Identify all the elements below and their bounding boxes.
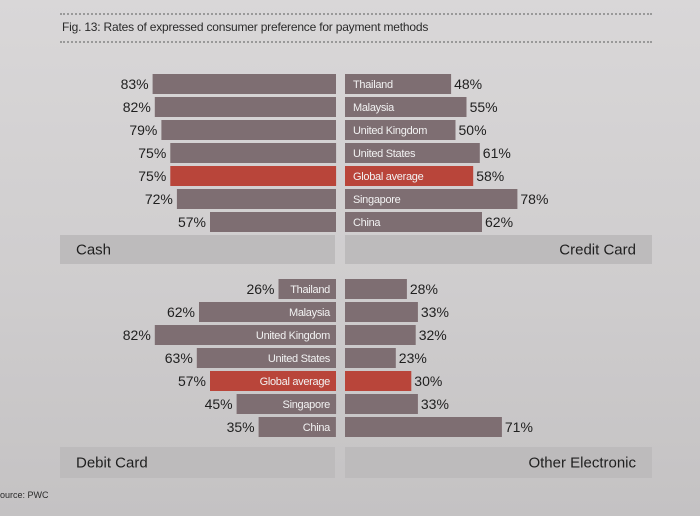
other-electronic-bar-singapore bbox=[345, 394, 418, 414]
credit-card-value-united-states: 61% bbox=[483, 145, 511, 161]
other-electronic-value-united-states: 23% bbox=[399, 350, 427, 366]
debit-card-value-united-states: 63% bbox=[165, 350, 193, 366]
credit-card-bar-global-average bbox=[345, 166, 474, 186]
credit-card-value-global-average: 58% bbox=[476, 168, 504, 184]
credit-card-category-malaysia: Malaysia bbox=[353, 102, 395, 114]
debit-card-category-malaysia: Malaysia bbox=[289, 307, 331, 319]
cash-value-global-average: 75% bbox=[138, 168, 166, 184]
cash-panel-box bbox=[60, 235, 335, 264]
debit-card-value-malaysia: 62% bbox=[167, 304, 195, 320]
cash-panel-label: Cash bbox=[76, 242, 111, 259]
other-electronic-bar-global-average bbox=[345, 371, 412, 391]
cash-bar-malaysia bbox=[154, 97, 336, 117]
figure-title: Fig. 13: Rates of expressed consumer pre… bbox=[62, 20, 429, 34]
credit-card-panel-box bbox=[345, 235, 652, 264]
other-electronic-panel-box bbox=[345, 447, 652, 478]
debit-card-value-thailand: 26% bbox=[246, 281, 274, 297]
cash-value-singapore: 72% bbox=[145, 191, 173, 207]
debit-card-bar-united-states bbox=[196, 348, 336, 368]
credit-card-value-china: 62% bbox=[485, 214, 513, 230]
debit-card-panel-label: Debit Card bbox=[76, 455, 148, 472]
debit-card-panel: Debit Card bbox=[60, 447, 335, 478]
cash-bar-china bbox=[210, 212, 336, 232]
debit-card-category-global-average: Global average bbox=[260, 376, 331, 388]
credit-card-category-singapore: Singapore bbox=[353, 194, 401, 206]
credit-card-category-united-kingdom: United Kingdom bbox=[353, 125, 427, 137]
debit-card-category-united-states: United States bbox=[268, 353, 331, 365]
debit-card-bar-united-kingdom bbox=[154, 325, 336, 345]
credit-card-category-united-states: United States bbox=[353, 148, 416, 160]
other-electronic-bar-china bbox=[345, 417, 502, 437]
cash-bar-united-kingdom bbox=[161, 120, 336, 140]
other-electronic-value-china: 71% bbox=[505, 419, 533, 435]
debit-card-category-singapore: Singapore bbox=[283, 399, 331, 411]
debit-card-category-china: China bbox=[303, 422, 331, 434]
other-electronic-value-united-kingdom: 32% bbox=[419, 327, 447, 343]
other-electronic-bar-united-states bbox=[345, 348, 396, 368]
cash-value-malaysia: 82% bbox=[123, 99, 151, 115]
debit-card-panel-box bbox=[60, 447, 335, 478]
other-electronic-panel: Other Electronic bbox=[345, 447, 652, 478]
credit-card-value-thailand: 48% bbox=[454, 76, 482, 92]
credit-card-bar-malaysia bbox=[345, 97, 467, 117]
cash-value-china: 57% bbox=[178, 214, 206, 230]
cash-value-united-kingdom: 79% bbox=[129, 122, 157, 138]
cash-bar-singapore bbox=[176, 189, 336, 209]
credit-card-bar-china bbox=[345, 212, 482, 232]
other-electronic-value-singapore: 33% bbox=[421, 396, 449, 412]
debit-card-value-united-kingdom: 82% bbox=[123, 327, 151, 343]
cash-panel: Cash bbox=[60, 235, 335, 264]
debit-card-bar-malaysia bbox=[199, 302, 336, 322]
debit-card-bar-global-average bbox=[210, 371, 336, 391]
credit-card-bar-singapore bbox=[345, 189, 518, 209]
other-electronic-bar-thailand bbox=[345, 279, 407, 299]
cash-bar-thailand bbox=[152, 74, 336, 94]
credit-card-category-global-average: Global average bbox=[353, 171, 424, 183]
debit-card-bar-china bbox=[258, 417, 336, 437]
credit-card-panel-label: Credit Card bbox=[559, 242, 636, 259]
other-electronic-bar-united-kingdom bbox=[345, 325, 416, 345]
credit-card-category-china: China bbox=[353, 217, 381, 229]
debit-card-value-singapore: 45% bbox=[205, 396, 233, 412]
credit-card-value-united-kingdom: 50% bbox=[459, 122, 487, 138]
debit-card-category-united-kingdom: United Kingdom bbox=[256, 330, 330, 342]
title-rule-top bbox=[60, 13, 652, 15]
credit-card-value-singapore: 78% bbox=[520, 191, 548, 207]
debit-card-value-china: 35% bbox=[227, 419, 255, 435]
cash-value-united-states: 75% bbox=[138, 145, 166, 161]
cash-bar-united-states bbox=[170, 143, 337, 163]
other-electronic-value-global-average: 30% bbox=[414, 373, 442, 389]
credit-card-category-thailand: Thailand bbox=[353, 79, 393, 91]
title-rule-bottom bbox=[60, 41, 652, 43]
credit-card-bar-thailand bbox=[345, 74, 452, 94]
debit-card-bar-thailand bbox=[278, 279, 336, 299]
credit-card-value-malaysia: 55% bbox=[470, 99, 498, 115]
credit-card-bar-united-states bbox=[345, 143, 480, 163]
credit-card-bar-united-kingdom bbox=[345, 120, 456, 140]
other-electronic-value-thailand: 28% bbox=[410, 281, 438, 297]
debit-card-value-global-average: 57% bbox=[178, 373, 206, 389]
other-electronic-value-malaysia: 33% bbox=[421, 304, 449, 320]
other-electronic-bar-malaysia bbox=[345, 302, 418, 322]
credit-card-panel: Credit Card bbox=[345, 235, 652, 264]
cash-value-thailand: 83% bbox=[121, 76, 149, 92]
source-note: ource: PWC bbox=[0, 490, 49, 500]
debit-card-category-thailand: Thailand bbox=[290, 284, 330, 296]
debit-card-bar-singapore bbox=[236, 394, 337, 414]
cash-bar-global-average bbox=[170, 166, 337, 186]
other-electronic-panel-label: Other Electronic bbox=[528, 455, 636, 472]
